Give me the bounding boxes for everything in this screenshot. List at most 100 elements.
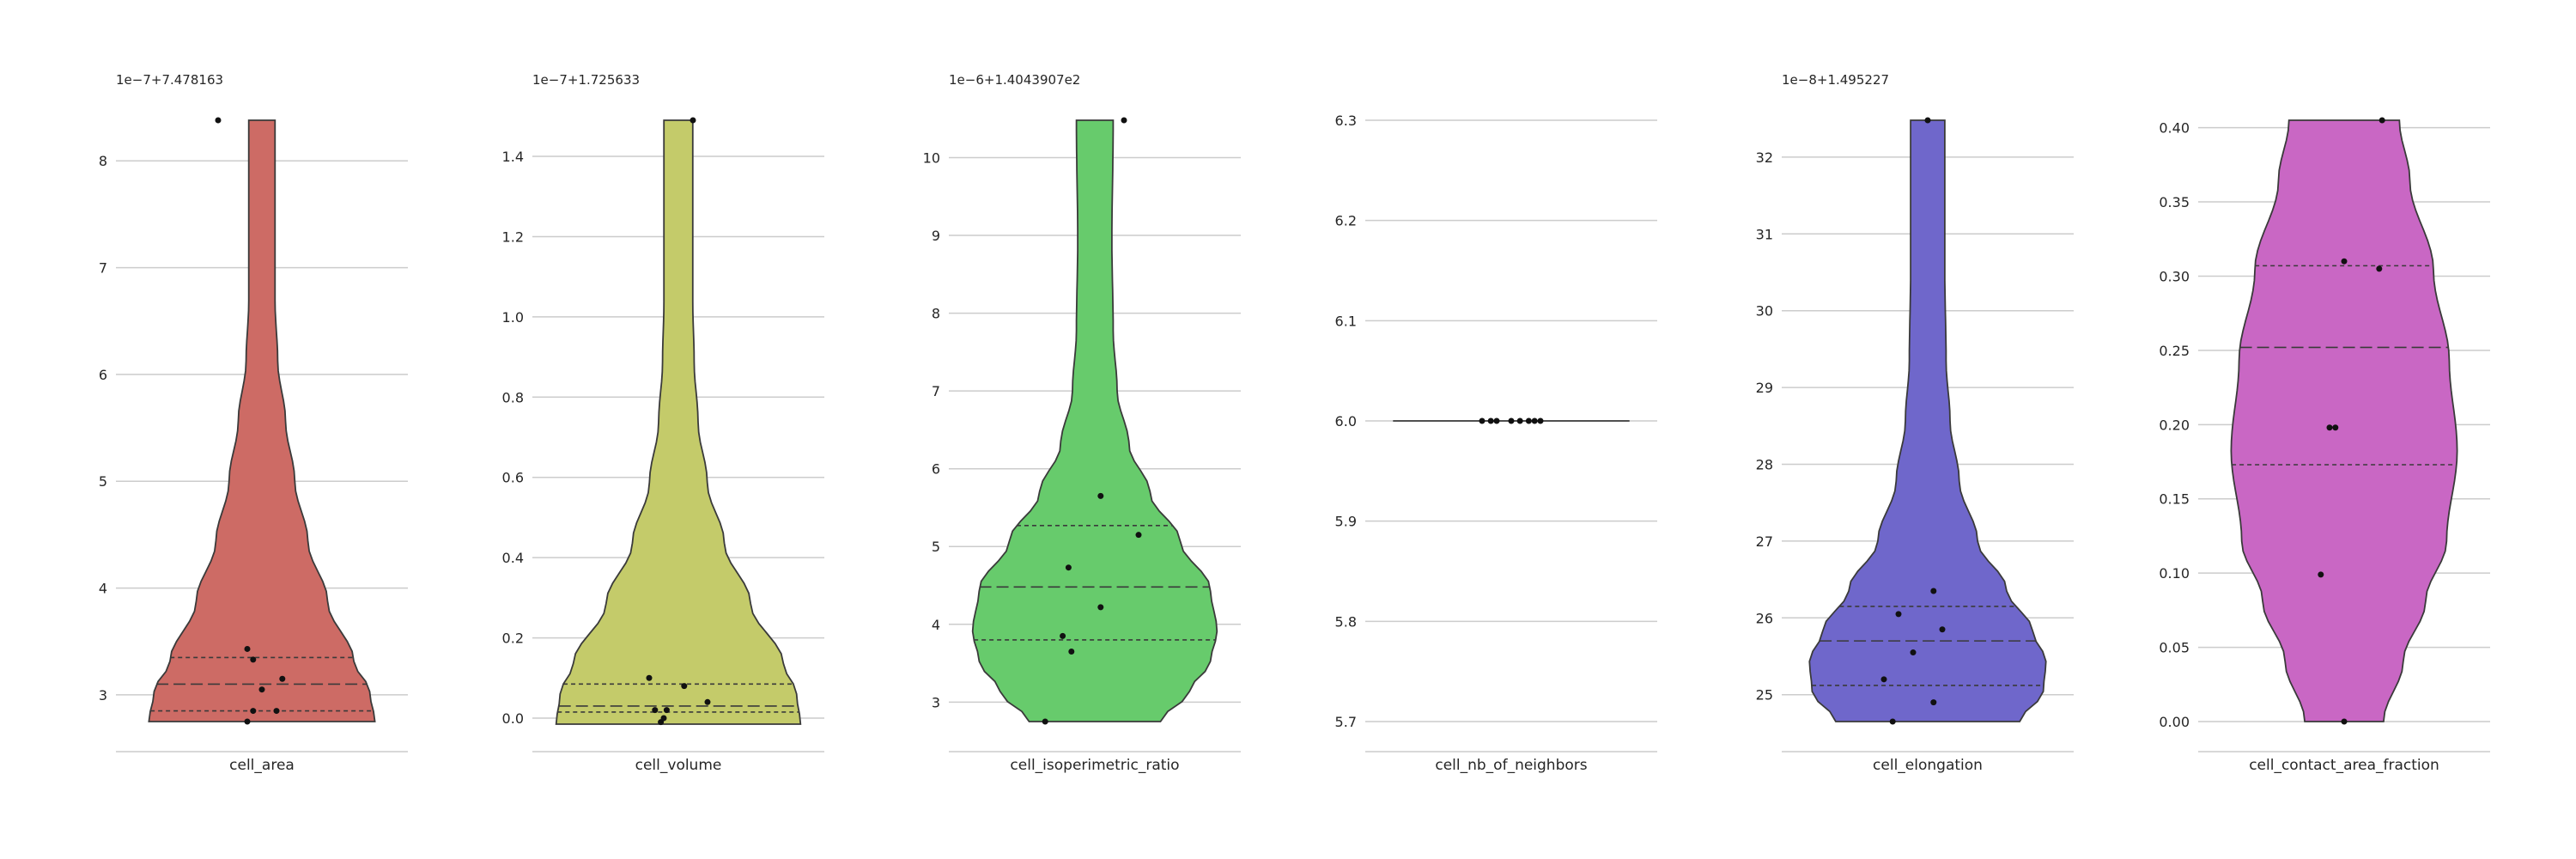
- y-tick-label: 9: [932, 228, 940, 244]
- y-tick-label: 0.6: [502, 470, 524, 486]
- data-point: [646, 674, 653, 681]
- y-tick-label: 1.4: [502, 149, 524, 165]
- violin-body: [971, 119, 1218, 722]
- y-tick-label: 0.10: [2159, 565, 2190, 582]
- y-tick-label: 6.3: [1335, 113, 1357, 129]
- y-tick-label: 5.7: [1335, 714, 1357, 730]
- data-point: [2326, 424, 2333, 431]
- axis-offset-label: 1e−7+7.478163: [116, 72, 223, 88]
- data-point: [652, 707, 659, 714]
- y-tick-label: 0.00: [2159, 714, 2190, 730]
- y-tick-label: 32: [1756, 149, 1773, 166]
- data-point: [2379, 117, 2385, 124]
- y-tick-label: 4: [932, 617, 940, 633]
- data-point: [1508, 417, 1515, 424]
- data-point: [1121, 117, 1127, 124]
- y-tick-label: 0.05: [2159, 640, 2190, 656]
- y-tick-label: 5: [99, 473, 107, 490]
- data-point: [1537, 417, 1544, 424]
- axis-offset-label: 1e−6+1.4043907e2: [949, 72, 1080, 88]
- y-tick-label: 5.8: [1335, 613, 1357, 630]
- data-point: [2332, 424, 2339, 431]
- data-point: [704, 698, 711, 705]
- data-point: [244, 718, 251, 725]
- data-point: [258, 686, 265, 693]
- y-tick-label: 7: [932, 383, 940, 399]
- data-point: [215, 117, 222, 124]
- data-point: [250, 708, 257, 715]
- y-tick-label: 8: [99, 153, 107, 169]
- data-point: [660, 715, 667, 722]
- data-point: [1493, 417, 1500, 424]
- y-tick-label: 6.0: [1335, 413, 1357, 430]
- data-point: [1930, 699, 1937, 706]
- x-axis-label: cell_contact_area_fraction: [2249, 757, 2439, 774]
- data-point: [2341, 258, 2348, 265]
- y-tick-label: 0.4: [502, 550, 524, 566]
- y-tick-label: 0.15: [2159, 491, 2190, 508]
- y-tick-label: 6.1: [1335, 313, 1357, 329]
- data-point: [1516, 417, 1523, 424]
- y-tick-label: 6: [932, 461, 940, 478]
- y-tick-label: 5: [932, 539, 940, 555]
- x-axis-label: cell_elongation: [1873, 757, 1983, 774]
- data-point: [1479, 417, 1485, 424]
- y-tick-label: 28: [1756, 457, 1773, 473]
- data-point: [1525, 417, 1532, 424]
- data-point: [681, 683, 688, 690]
- data-point: [250, 656, 257, 663]
- axis-offset-label: 1e−8+1.495227: [1782, 72, 1889, 88]
- violin-body: [2230, 119, 2458, 722]
- data-point: [1939, 626, 1946, 633]
- y-tick-label: 6: [99, 367, 107, 383]
- y-tick-label: 8: [932, 306, 940, 322]
- y-tick-label: 29: [1756, 380, 1773, 396]
- data-point: [1042, 718, 1048, 725]
- y-tick-label: 4: [99, 581, 107, 597]
- data-point: [244, 645, 251, 652]
- data-point: [2341, 718, 2348, 725]
- y-tick-label: 31: [1756, 226, 1773, 242]
- x-axis-label: cell_nb_of_neighbors: [1435, 757, 1587, 774]
- violin-panel-cell_nb_of_neighbors: 5.7 5.8 5.9 6.0 6.1 6.2 6.3 cell_nb_of_neighbor…: [1335, 113, 1657, 774]
- data-point: [1065, 564, 1072, 571]
- y-tick-label: 6.2: [1335, 213, 1357, 229]
- data-point: [1895, 611, 1902, 618]
- x-axis-label: cell_area: [229, 757, 295, 774]
- violin-panel-cell_contact_area_fraction: 0.00 0.05 0.10 0.15 0.20 0.25 0.30 0.35 0.40 cell…: [2159, 117, 2490, 774]
- data-point: [1068, 648, 1075, 655]
- data-point: [1531, 417, 1538, 424]
- y-tick-label: 0.30: [2159, 268, 2190, 284]
- violin-body: [1808, 119, 2047, 722]
- y-tick-label: 0.2: [502, 631, 524, 647]
- y-tick-label: 27: [1756, 533, 1773, 550]
- y-tick-label: 0.20: [2159, 417, 2190, 433]
- axis-offset-label: 1e−7+1.725633: [532, 72, 640, 88]
- data-point: [1487, 417, 1494, 424]
- violin-panel-cell_area: 3 4 5 6 7 8 1e−7+7.478163 cell_area: [99, 72, 408, 774]
- y-tick-label: 0.40: [2159, 120, 2190, 137]
- violin-panel-cell_elongation: 25 26 27 28 29 30 31 32 1e−8+1.495227 cell_elonga…: [1756, 72, 2074, 774]
- y-tick-label: 26: [1756, 610, 1773, 626]
- data-point: [273, 708, 280, 715]
- data-point: [1097, 492, 1104, 499]
- data-point: [1097, 604, 1104, 611]
- data-point: [2376, 265, 2383, 272]
- data-point: [1880, 676, 1887, 683]
- y-tick-label: 0.0: [502, 710, 524, 727]
- y-tick-label: 0.35: [2159, 194, 2190, 210]
- violin-body: [555, 119, 802, 725]
- y-tick-label: 5.9: [1335, 514, 1357, 530]
- data-point: [663, 707, 670, 714]
- y-tick-label: 30: [1756, 303, 1773, 320]
- data-point: [1889, 718, 1896, 725]
- data-point: [690, 117, 696, 124]
- y-tick-label: 7: [99, 260, 107, 277]
- violin-body: [148, 119, 376, 722]
- data-point: [1060, 632, 1066, 639]
- y-tick-label: 3: [932, 694, 940, 710]
- y-tick-label: 1.2: [502, 228, 524, 245]
- violin-panel-cell_volume: 0.0 0.2 0.4 0.6 0.8 1.0 1.2 1.4 1e−7+1.725633 cel…: [502, 72, 824, 774]
- x-axis-label: cell_volume: [635, 757, 722, 774]
